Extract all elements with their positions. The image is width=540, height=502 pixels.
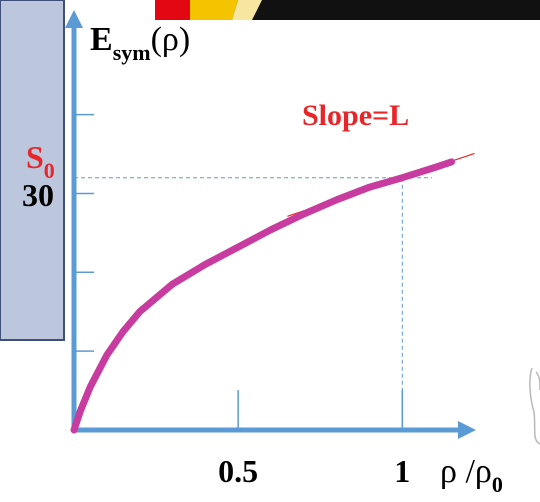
background-panel bbox=[0, 0, 65, 341]
x-tick-label: 0.5 bbox=[218, 453, 258, 489]
slope-label: Slope=L bbox=[302, 99, 409, 132]
y-tick-label-30: 30 bbox=[22, 177, 54, 213]
s0-label: S0 bbox=[26, 139, 55, 183]
x-axis-ticks bbox=[237, 390, 404, 430]
x-axis-title: ρ /ρ0 bbox=[440, 453, 503, 497]
reference-guides bbox=[74, 177, 432, 430]
symmetry-energy-curve bbox=[70, 158, 455, 434]
axes bbox=[65, 10, 476, 439]
x-axis-arrow bbox=[458, 421, 476, 439]
background-figurine bbox=[529, 367, 540, 445]
y-axis-ticks bbox=[74, 113, 94, 352]
background-image-strip bbox=[155, 0, 540, 20]
y-axis-arrow bbox=[65, 10, 83, 28]
x-tick-label: 1 bbox=[394, 453, 410, 489]
y-axis-title: Esym(ρ) bbox=[90, 21, 190, 65]
